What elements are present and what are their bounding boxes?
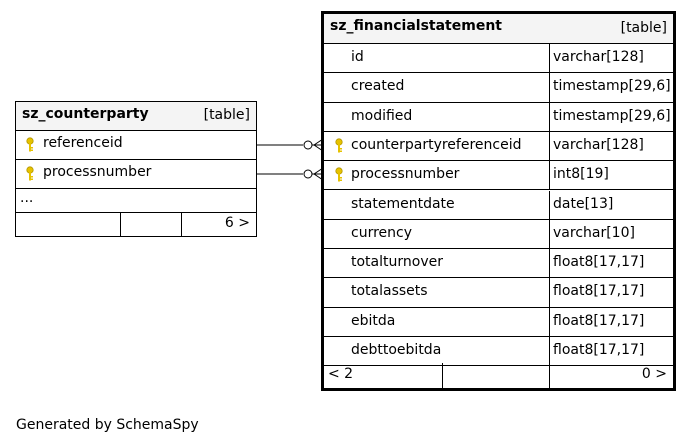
- column-row[interactable]: created timestamp[29,6]: [324, 73, 673, 103]
- table-footer: < 2 0 >: [324, 363, 673, 388]
- table-sz-financialstatement[interactable]: sz_financialstatement [table] id varchar[…: [321, 11, 676, 391]
- column-name: processnumber: [351, 166, 460, 183]
- column-row[interactable]: ebitda float8[17,17]: [324, 307, 673, 337]
- column-type: date[13]: [553, 195, 614, 212]
- children-count[interactable]: 0 >: [641, 366, 667, 382]
- column-name: processnumber: [43, 164, 152, 180]
- table-footer: 6 >: [16, 213, 256, 236]
- children-count[interactable]: 6 >: [224, 215, 250, 231]
- column-name: id: [351, 49, 364, 65]
- column-row[interactable]: counterpartyreferenceid varchar[128]: [324, 131, 673, 162]
- key-icon: [335, 138, 343, 153]
- key-icon: [26, 137, 34, 152]
- table-name: sz_financialstatement: [330, 18, 502, 34]
- column-name: totalassets: [351, 283, 428, 300]
- column-type: int8[19]: [553, 166, 609, 183]
- column-type: varchar[128]: [553, 49, 644, 65]
- column-row[interactable]: processnumber int8[19]: [324, 161, 673, 191]
- relation-processnumber: [256, 167, 324, 181]
- column-type: float8[17,17]: [553, 254, 645, 271]
- column-name: debttoebitda: [351, 342, 442, 358]
- column-type: varchar[128]: [553, 136, 644, 153]
- column-type: float8[17,17]: [553, 283, 645, 300]
- column-name: statementdate: [351, 195, 455, 212]
- column-type: varchar[10]: [553, 224, 635, 241]
- ellipsis: ...: [20, 190, 34, 206]
- column-name: modified: [351, 107, 413, 124]
- column-row[interactable]: currency varchar[10]: [324, 219, 673, 250]
- column-row[interactable]: referenceid: [16, 131, 256, 160]
- table-header: sz_counterparty [table]: [16, 102, 256, 131]
- column-row[interactable]: totalturnover float8[17,17]: [324, 249, 673, 279]
- relation-referenceid: [256, 138, 324, 152]
- generated-by-label: Generated by SchemaSpy: [16, 417, 199, 433]
- column-row[interactable]: processnumber: [16, 160, 256, 189]
- column-type: float8[17,17]: [553, 342, 645, 358]
- column-row[interactable]: totalassets float8[17,17]: [324, 278, 673, 308]
- column-name: counterpartyreferenceid: [351, 136, 522, 153]
- more-columns-row: ...: [16, 189, 256, 213]
- key-icon: [335, 167, 343, 182]
- column-name: created: [351, 78, 405, 95]
- table-name: sz_counterparty: [22, 106, 149, 122]
- column-type: timestamp[29,6]: [553, 78, 671, 95]
- table-sz-counterparty[interactable]: sz_counterparty [table] referenceid proc…: [15, 101, 257, 237]
- column-type: float8[17,17]: [553, 312, 645, 329]
- table-kind: [table]: [620, 20, 667, 36]
- column-name: totalturnover: [351, 254, 443, 271]
- key-icon: [26, 166, 34, 181]
- parents-count[interactable]: < 2: [328, 366, 354, 382]
- table-header: sz_financialstatement [table]: [324, 14, 673, 44]
- column-name: referenceid: [43, 135, 123, 151]
- column-row[interactable]: id varchar[128]: [324, 44, 673, 74]
- column-row[interactable]: debttoebitda float8[17,17]: [324, 337, 673, 367]
- column-name: currency: [351, 224, 412, 241]
- table-kind: [table]: [203, 107, 250, 123]
- column-type: timestamp[29,6]: [553, 107, 671, 124]
- column-row[interactable]: statementdate date[13]: [324, 190, 673, 220]
- column-name: ebitda: [351, 312, 396, 329]
- column-row[interactable]: modified timestamp[29,6]: [324, 102, 673, 132]
